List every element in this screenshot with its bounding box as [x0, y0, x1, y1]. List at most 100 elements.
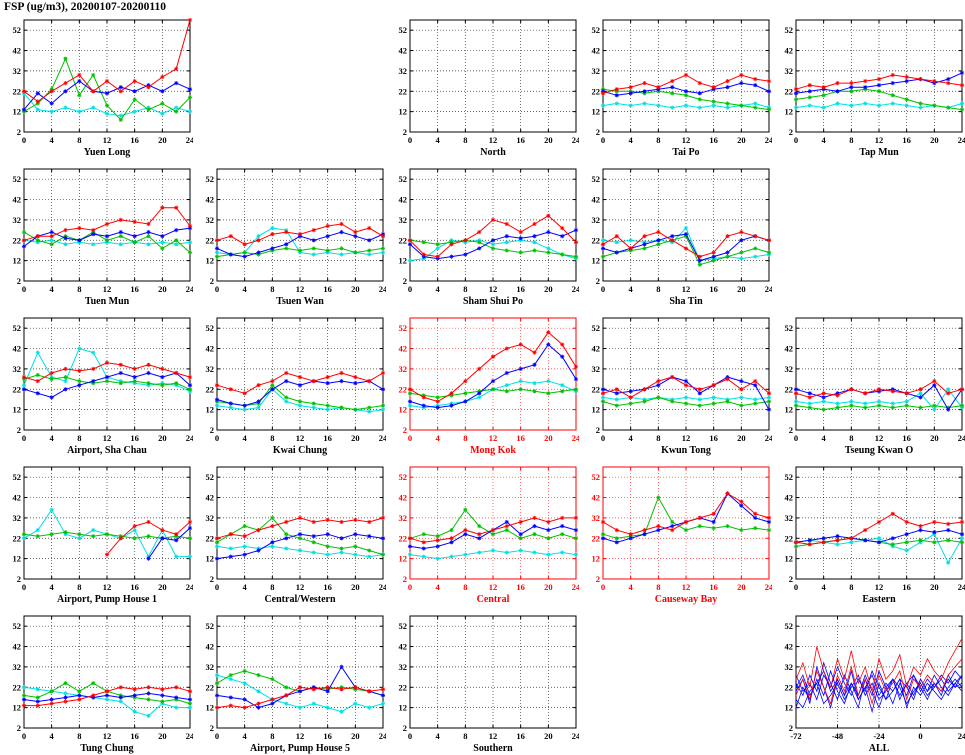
station-chart-causeway-bay: 2 12 22 32 42 52 0 4 8 12 16 20 24 Causeway Bay — [579, 459, 772, 608]
x-tick-label: 12 — [489, 582, 498, 592]
y-tick-label: 12 — [785, 703, 794, 713]
y-tick-label: 52 — [785, 472, 794, 482]
series-markers-red — [407, 330, 579, 404]
x-tick-label: 20 — [158, 582, 167, 592]
x-tick-label: 12 — [103, 433, 112, 443]
y-tick-label: 22 — [206, 533, 215, 543]
station-label: Causeway Bay — [655, 594, 718, 605]
x-tick-label: 12 — [296, 284, 305, 294]
y-tick-label: 22 — [399, 384, 408, 394]
y-tick-label: 2 — [596, 425, 600, 435]
y-tick-label: 32 — [592, 513, 601, 523]
series-markers-red — [21, 685, 193, 708]
chart-canvas-kwun-tong: 2 12 22 32 42 52 0 4 8 12 16 20 24 Kwun Tong — [592, 317, 772, 456]
y-tick-label: 42 — [399, 195, 408, 205]
x-tick-label: 8 — [463, 731, 467, 741]
y-tick-label: 2 — [789, 723, 793, 733]
x-tick-label: 12 — [103, 135, 112, 145]
y-tick-label: 32 — [13, 66, 22, 76]
series-line-blue — [795, 669, 963, 709]
series-markers-red — [21, 205, 193, 243]
station-chart-sha-tin: 2 12 22 32 42 52 0 4 8 12 16 20 24 Sha Tin — [579, 161, 772, 310]
x-tick-label: 8 — [77, 731, 81, 741]
x-tick-label: 0 — [22, 731, 26, 741]
y-tick-label: 42 — [785, 344, 794, 354]
x-tick-label: 4 — [629, 433, 634, 443]
y-tick-label: 12 — [592, 554, 601, 564]
series-line-red — [795, 638, 963, 692]
y-tick-label: 52 — [399, 174, 408, 184]
y-tick-label: 52 — [592, 174, 601, 184]
station-chart-kwai-chung: 2 12 22 32 42 52 0 4 8 12 16 20 24 Kwai Chung — [193, 310, 386, 459]
x-tick-label: 4 — [436, 582, 441, 592]
y-tick-label: 12 — [592, 107, 601, 117]
series-markers-red — [407, 515, 579, 545]
y-tick-label: 2 — [789, 127, 793, 137]
series-line-red — [795, 658, 963, 706]
y-tick-label: 22 — [13, 235, 22, 245]
x-tick-label: 4 — [243, 582, 248, 592]
station-label: ALL — [869, 743, 890, 754]
chart-canvas-yuen-long: 2 12 22 32 42 52 0 4 8 12 16 20 24 Yuen Long — [13, 17, 193, 158]
x-tick-label: 0 — [408, 284, 412, 294]
y-tick-label: 32 — [206, 662, 215, 672]
x-tick-label: 24 — [958, 433, 965, 443]
chart-canvas-kwai-chung: 2 12 22 32 42 52 0 4 8 12 16 20 24 Kwai Chung — [206, 317, 386, 456]
station-chart-central-western: 2 12 22 32 42 52 0 4 8 12 16 20 24 Central/Western — [193, 459, 386, 608]
y-tick-label: 2 — [789, 425, 793, 435]
chart-canvas-eastern: 2 12 22 32 42 52 0 4 8 12 16 20 24 Eastern — [785, 466, 965, 605]
y-tick-label: 52 — [13, 25, 22, 35]
chart-canvas-sha-tin: 2 12 22 32 42 52 0 4 8 12 16 20 24 Sha Tin — [592, 168, 772, 307]
series-markers-red — [407, 213, 579, 259]
y-tick-label: 22 — [13, 384, 22, 394]
y-tick-label: 52 — [13, 174, 22, 184]
y-tick-label: 52 — [592, 323, 601, 333]
y-tick-label: 42 — [785, 642, 794, 652]
station-label: Tung Chung — [80, 743, 133, 754]
x-tick-label: 16 — [902, 135, 911, 145]
series-markers-red — [600, 230, 772, 259]
x-tick-label: 8 — [77, 135, 81, 145]
x-tick-label: 0 — [215, 433, 219, 443]
x-tick-label: 8 — [849, 135, 853, 145]
y-tick-label: 2 — [403, 723, 407, 733]
chart-canvas-all: 2 12 22 32 42 52 -72 -48 -24 0 24 ALL — [785, 615, 965, 754]
y-tick-label: 22 — [399, 682, 408, 692]
x-tick-label: 16 — [130, 284, 139, 294]
x-tick-label: 4 — [436, 731, 441, 741]
y-tick-label: 42 — [206, 642, 215, 652]
chart-canvas-southern: 2 12 22 32 42 52 0 4 8 12 16 20 24 Southern — [399, 615, 579, 754]
x-tick-label: 24 — [572, 433, 579, 443]
series-markers-cyan — [407, 548, 579, 561]
x-tick-label: 16 — [130, 582, 139, 592]
y-tick-label: 32 — [13, 215, 22, 225]
series-markers-red — [214, 685, 386, 710]
series-markers-cyan — [793, 387, 965, 412]
station-label: Tai Po — [672, 147, 699, 158]
y-tick-label: 32 — [399, 662, 408, 672]
x-tick-label: 24 — [958, 582, 965, 592]
x-tick-label: -72 — [790, 731, 801, 741]
y-tick-label: 32 — [785, 513, 794, 523]
y-tick-label: 52 — [399, 323, 408, 333]
x-tick-label: 4 — [822, 135, 827, 145]
y-tick-label: 22 — [592, 384, 601, 394]
series-markers-red — [214, 221, 386, 247]
y-tick-label: 32 — [13, 364, 22, 374]
x-tick-label: 12 — [296, 433, 305, 443]
x-tick-label: 24 — [186, 284, 193, 294]
x-tick-label: 20 — [158, 135, 167, 145]
x-tick-label: 16 — [902, 582, 911, 592]
y-tick-label: 2 — [403, 425, 407, 435]
y-tick-label: 2 — [210, 723, 214, 733]
y-tick-label: 32 — [592, 66, 601, 76]
y-tick-label: 42 — [399, 493, 408, 503]
x-tick-label: 0 — [794, 433, 798, 443]
x-tick-label: 16 — [709, 433, 718, 443]
station-chart-tseung-kwan-o: 2 12 22 32 42 52 0 4 8 12 16 20 24 Tseung Kwan O — [772, 310, 965, 459]
y-tick-label: 12 — [399, 405, 408, 415]
x-tick-label: 12 — [489, 135, 498, 145]
x-tick-label: 12 — [682, 135, 691, 145]
y-tick-label: 2 — [210, 425, 214, 435]
station-chart-airport-sha-chau: 2 12 22 32 42 52 0 4 8 12 16 20 24 Airport, Sha Chau — [0, 310, 193, 459]
